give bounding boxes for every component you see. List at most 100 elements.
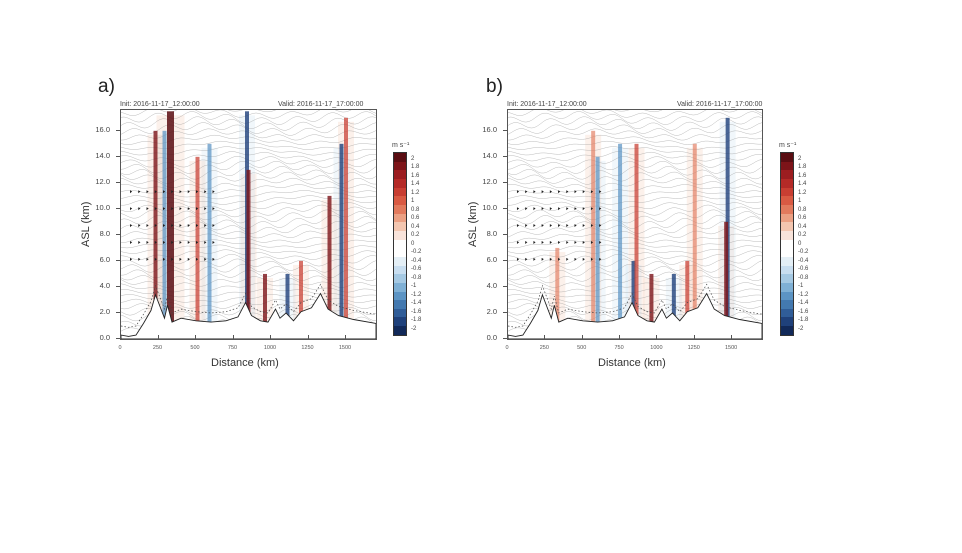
colorbar-segment [394, 256, 406, 266]
colorbar-tick-label: 1.4 [798, 181, 807, 188]
wind-barb-icon [187, 257, 190, 261]
x-tick-label: 1500 [338, 345, 352, 351]
wind-barb-icon [196, 224, 199, 228]
wind-barb-icon [212, 207, 215, 211]
updraft-band [299, 260, 303, 329]
colorbar-tick-label: 1.6 [798, 172, 807, 179]
wind-barb-icon [525, 207, 528, 211]
colorbar-tick-label: -1.8 [411, 317, 422, 324]
colorbar-segment [394, 187, 406, 197]
wind-barb-icon [549, 207, 553, 211]
wind-barb-icon [171, 257, 174, 261]
y-tick-label: 8.0 [486, 228, 497, 238]
y-tick-label: 12.0 [95, 176, 110, 186]
colorbar-tick-label: -0.6 [798, 266, 809, 273]
terrain-profile [508, 292, 762, 339]
colorbar-tick-label: 0.2 [411, 232, 420, 239]
colorbar-tick-label: 1.8 [411, 164, 420, 171]
y-tick-label: 14.0 [482, 150, 497, 160]
wind-barb-icon [154, 257, 157, 261]
colorbar-tick-label: 2 [411, 156, 415, 162]
downdraft-band [618, 143, 623, 329]
wind-barb-icon [541, 241, 544, 245]
wind-barb-icon [196, 207, 199, 211]
wind-barb-icon [599, 207, 602, 211]
colorbar-segment [781, 222, 793, 231]
wind-barb-icon [582, 224, 585, 228]
wind-barb-icon [146, 257, 149, 261]
x-tick-label: 500 [577, 345, 587, 351]
colorbar-segment [781, 196, 793, 205]
wind-barb-icon [516, 224, 520, 228]
valid-time: Valid: 2016-11-17_17:00:00 [677, 101, 763, 108]
y-tick-label: 10.0 [482, 202, 497, 212]
colorbar-tick-label: -1.6 [798, 308, 809, 315]
wind-barb-icon [541, 257, 544, 261]
colorbar-tick-label: 0.8 [411, 206, 420, 213]
wind-barb-icon [196, 241, 199, 245]
updraft-band [153, 130, 158, 329]
colorbar-segment [394, 239, 406, 249]
y-tick-label: 4.0 [486, 280, 497, 290]
colorbar-tick-label: 1 [411, 198, 415, 205]
colorbar-segment [394, 204, 406, 214]
wind-barb-icon [590, 224, 594, 228]
wind-barb-icon [590, 257, 594, 261]
panel-label: a) [98, 76, 115, 97]
colorbar-tick-label: -1.4 [798, 300, 809, 307]
wind-barb-icon [558, 257, 561, 261]
colorbar-segment [781, 230, 793, 240]
wind-barb-icon [212, 224, 215, 228]
wind-barb-icon [163, 207, 166, 211]
wind-barb-icon [163, 224, 166, 228]
colorbar-segment [781, 274, 793, 283]
wind-barb-icon [130, 241, 133, 245]
wind-barb-icon [171, 224, 174, 228]
wind-barb-icon [130, 207, 133, 211]
wind-barb-icon [590, 241, 594, 245]
wind-barb-icon [163, 241, 166, 245]
x-axis-label: Distance (km) [598, 357, 666, 369]
wind-barb-icon [204, 257, 207, 261]
colorbar-tick-label: -1.4 [411, 300, 422, 307]
wind-barb-icon [187, 241, 190, 245]
colorbar-segment [781, 204, 793, 214]
init-time: Init: 2016-11-17_12:00:00 [120, 101, 200, 108]
wind-barb-icon [138, 207, 141, 211]
y-tick-label: 16.0 [95, 124, 110, 134]
wind-barb-icon [516, 241, 520, 245]
y-tick-label: 6.0 [486, 254, 497, 264]
wind-barb-icon [154, 190, 157, 194]
y-tick-label: 4.0 [99, 280, 110, 290]
wind-barb-icon [187, 207, 190, 211]
wind-barb-icon [541, 190, 544, 194]
wind-barb-icon [533, 190, 536, 194]
wind-barb-icon [549, 224, 553, 228]
wind-barb-icon [154, 241, 157, 245]
wind-barb-icon [212, 241, 215, 245]
colorbar-tick-label: -0.4 [411, 257, 422, 264]
colorbar-tick-label: 2 [798, 156, 802, 162]
colorbar-segment [394, 326, 406, 335]
colorbar-segment [781, 300, 793, 309]
colorbar-segment [781, 308, 793, 318]
cross-section-plot [507, 109, 763, 340]
wind-barb-icon [179, 207, 182, 211]
wind-barb-icon [549, 190, 553, 194]
wind-barb-icon [525, 224, 528, 228]
wind-barb-icon [533, 224, 536, 228]
wind-barb-icon [179, 190, 182, 194]
wind-barb-icon [582, 190, 585, 194]
x-tick-label: 750 [614, 345, 624, 351]
x-tick-label: 500 [190, 345, 200, 351]
wind-barb-icon [179, 224, 182, 228]
colorbar-segment [394, 170, 406, 179]
colorbar-tick-label: 0.4 [798, 223, 807, 230]
wind-barb-icon [582, 207, 585, 211]
wind-barb-icon [146, 241, 149, 245]
wind-barb-icon [549, 241, 553, 245]
updraft-band [692, 143, 697, 329]
colorbar-tick-label: -0.8 [798, 274, 809, 281]
colorbar-segment [781, 317, 793, 327]
colorbar-segment [781, 291, 793, 301]
